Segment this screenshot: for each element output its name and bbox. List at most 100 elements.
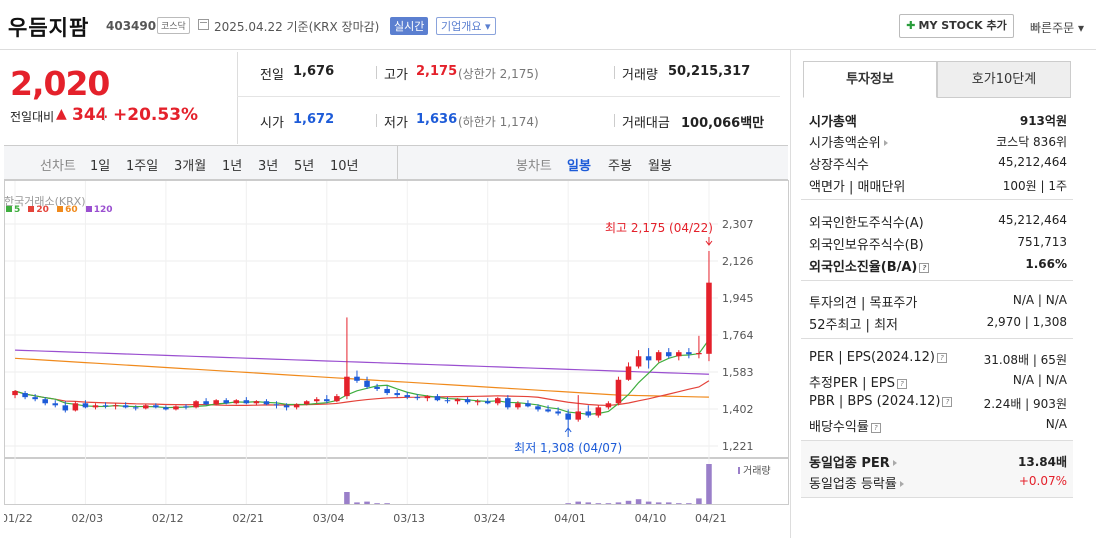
price-chart[interactable]: 2,307 2,126 1,945 1,764 1,583 1,402 1,221 01/22… [4, 180, 790, 538]
divider [397, 146, 398, 179]
info-key: 52주최고 | 최저 [809, 318, 898, 333]
open-value: 1,672 [293, 112, 335, 127]
period-3m-button[interactable]: 3개월 [174, 159, 207, 174]
line-chart-label: 선차트 [40, 159, 76, 174]
x-tick-label: 03/24 [474, 512, 506, 525]
price-plot-frame [4, 180, 789, 458]
info-row[interactable]: 시가총액순위 코스닥 836위 [809, 130, 1067, 151]
candle-body [72, 403, 79, 411]
legend-label: 120 [93, 205, 113, 215]
volume-label: 거래량 [743, 465, 771, 477]
info-row[interactable]: 동일업종 등락률 +0.07% [809, 471, 1067, 492]
realtime-button[interactable]: 실시간 [390, 17, 429, 35]
candle-body [575, 411, 581, 420]
volume-bar [595, 503, 602, 504]
info-key: 외국인보유주식수(B) [809, 238, 924, 253]
period-1d-button[interactable]: 1일 [90, 159, 111, 174]
period-5y-button[interactable]: 5년 [294, 159, 315, 174]
info-key: PER | EPS(2024.12)? [809, 350, 947, 365]
candle-body [203, 401, 209, 405]
candle-body [163, 407, 169, 410]
upper-limit: (상한가 2,175) [458, 67, 539, 81]
candle-body [293, 404, 300, 408]
volume-value: 50,215,317 [668, 64, 751, 79]
volume-bar [645, 501, 652, 504]
candle-body [374, 386, 380, 389]
volume-label: 거래량 [622, 68, 658, 83]
stock-name: 우듬지팜 [8, 16, 90, 40]
legend-swatch [57, 206, 64, 212]
tab-investment-info[interactable]: 투자정보 [803, 61, 937, 98]
company-overview-dropdown[interactable]: 기업개요 ▾ [436, 17, 496, 35]
info-key-text: 추정PER | EPS [809, 376, 895, 391]
weekly-candle-button[interactable]: 주봉 [608, 159, 632, 174]
add-mystock-button[interactable]: ✚ MY STOCK 추가 [899, 14, 1014, 38]
chevron-right-icon [883, 140, 888, 146]
quick-order-dropdown[interactable]: 빠른주문 ▾ [1030, 21, 1084, 35]
candle-body [183, 406, 189, 408]
prev-close-value: 1,676 [293, 64, 335, 79]
candle-body [102, 405, 109, 407]
info-row: 투자의견 | 목표주가 N/A | N/A [809, 290, 1067, 311]
candle-body [384, 388, 390, 394]
divider [801, 338, 1073, 339]
info-row[interactable]: 동일업종 PER 13.84배 [809, 450, 1067, 471]
info-row[interactable]: PBR | BPS (2024.12)? 2.24배 | 903원 [809, 392, 1067, 412]
candle-body [82, 403, 89, 408]
info-value: N/A [1045, 417, 1067, 431]
info-value: N/A | N/A [1012, 373, 1067, 387]
ma5-line [14, 339, 710, 415]
low-annotation: 최저 1,308 (04/07) [514, 441, 622, 455]
volume-legend-swatch [738, 467, 740, 474]
info-row[interactable]: 외국인소진율(B/A)? 1.66% [809, 254, 1067, 275]
info-key: 상장주식수 [809, 158, 869, 173]
low-label: 저가 [384, 116, 408, 131]
y-tick-label: 1,402 [722, 403, 754, 416]
ma20-line [14, 380, 710, 407]
candle-body [193, 401, 199, 408]
daily-candle-button[interactable]: 일봉 [567, 159, 591, 174]
candle-body [153, 405, 159, 408]
divider [614, 66, 615, 79]
divider [104, 107, 105, 121]
info-row[interactable]: 배당수익률? N/A [809, 414, 1067, 435]
period-10y-button[interactable]: 10년 [330, 159, 359, 174]
info-row[interactable]: PER | EPS(2024.12)? 31.08배 | 65원 [809, 348, 1067, 368]
volume-bar [565, 503, 571, 504]
candle-body [605, 403, 612, 408]
info-row: 액면가 | 매매단위 100원 | 1주 [809, 174, 1067, 195]
info-value: 913억원 [1019, 114, 1067, 128]
period-1w-button[interactable]: 1주일 [126, 159, 159, 174]
divider [801, 497, 1073, 498]
period-1y-button[interactable]: 1년 [222, 159, 243, 174]
info-row[interactable]: 추정PER | EPS? N/A | N/A [809, 370, 1067, 391]
period-3y-button[interactable]: 3년 [258, 159, 279, 174]
y-tick-label: 1,945 [722, 292, 754, 305]
volume-plot-frame [4, 458, 789, 505]
info-value: 45,212,464 [998, 213, 1067, 227]
stock-header: 우듬지팜 403490 코스닥 2025.04.22 기준(KRX 장마감) 실… [0, 0, 1096, 50]
candle-body [696, 352, 702, 355]
volume-bar [384, 503, 390, 504]
volume-bar [635, 499, 642, 504]
monthly-candle-button[interactable]: 월봉 [648, 159, 672, 174]
info-value: 13.84배 [1018, 455, 1067, 469]
candle-body [495, 398, 501, 404]
volume-bar [706, 464, 712, 504]
info-row: 외국인보유주식수(B) 751,713 [809, 232, 1067, 253]
candle-body [364, 380, 370, 387]
tab-orderbook[interactable]: 호가10단계 [937, 61, 1071, 98]
trade-amount-unit: 백만 [740, 116, 765, 131]
volume-bar [655, 502, 662, 504]
candle-body [394, 393, 400, 396]
legend-swatch [28, 206, 35, 212]
candle-body [645, 356, 652, 361]
candle-body [686, 352, 692, 355]
stock-code: 403490 [106, 19, 157, 33]
info-key: PBR | BPS (2024.12)? [809, 394, 953, 409]
high-label: 고가 [384, 68, 408, 83]
legend-swatch [85, 206, 92, 212]
info-key-text: PBR | BPS (2024.12) [809, 394, 941, 409]
ma60-line [14, 357, 709, 398]
legend-swatch [6, 206, 12, 212]
